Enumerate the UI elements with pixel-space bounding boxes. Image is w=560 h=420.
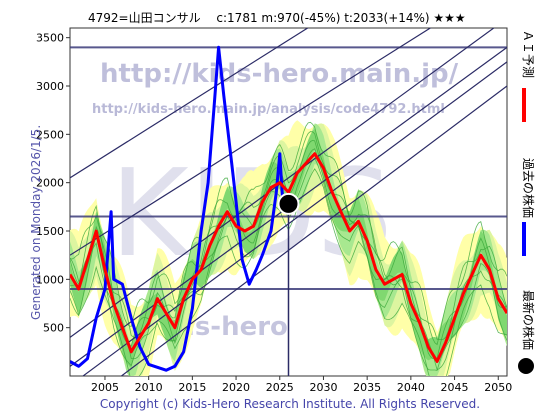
x-tick-label: 2030 (309, 381, 337, 394)
x-tick-label: 2045 (441, 381, 469, 394)
x-tick-label: 2050 (484, 381, 512, 394)
x-tick-label: 2020 (222, 381, 250, 394)
y-tick-label: 1500 (36, 225, 64, 238)
x-tick-label: 2010 (135, 381, 163, 394)
legend-ai-label: ＡＩ予測 (521, 30, 535, 78)
y-tick-label: 3500 (36, 32, 64, 45)
legend-latest-label: 最新の株価 (521, 290, 536, 350)
trend-line-0 (70, 28, 309, 179)
x-tick-label: 2040 (397, 381, 425, 394)
x-tick-label: 2015 (178, 381, 206, 394)
trend-line-1 (70, 28, 432, 256)
watermark-url: http://kids-hero.main.jp/ (100, 59, 459, 89)
series-layer (70, 45, 507, 372)
x-tick-label: 2035 (353, 381, 381, 394)
y-tick-label: 1000 (36, 273, 64, 286)
copyright-footer: Copyright (c) Kids-Hero Research Institu… (100, 397, 480, 411)
legend: ＡＩ予測 過去の株価 最新の株価 (518, 30, 536, 374)
trend-line-2 (70, 28, 495, 338)
legend-past-label: 過去の株価 (521, 158, 536, 218)
y-tick-label: 3000 (36, 80, 64, 93)
legend-latest-swatch (518, 358, 534, 374)
past-price-series (70, 45, 285, 372)
chart-title: 4792=山田コンサル c:1781 m:970(-45%) t:2033(+1… (88, 11, 466, 25)
y-tick-label: 2000 (36, 177, 64, 190)
x-tick-label: 2005 (91, 381, 119, 394)
y-tick-label: 500 (43, 322, 64, 335)
x-axis: 2005 2010 2015 2020 2025 2030 2035 2040 2045 2050 (91, 376, 512, 394)
y-tick-label: 2500 (36, 128, 64, 141)
generated-note: Generated on Monday 2026/1/5. (29, 125, 43, 320)
ai-forecast-series (70, 152, 507, 363)
forecast-line-5 (70, 121, 507, 346)
y-axis: 500 1000 1500 2000 2500 3000 3500 (36, 32, 70, 335)
forecast-line-4 (70, 131, 507, 341)
x-tick-label: 2025 (266, 381, 294, 394)
watermark-analysis-url: http://kids-hero.main.jp/analysis/code47… (92, 102, 445, 117)
latest-price-marker (277, 192, 300, 215)
